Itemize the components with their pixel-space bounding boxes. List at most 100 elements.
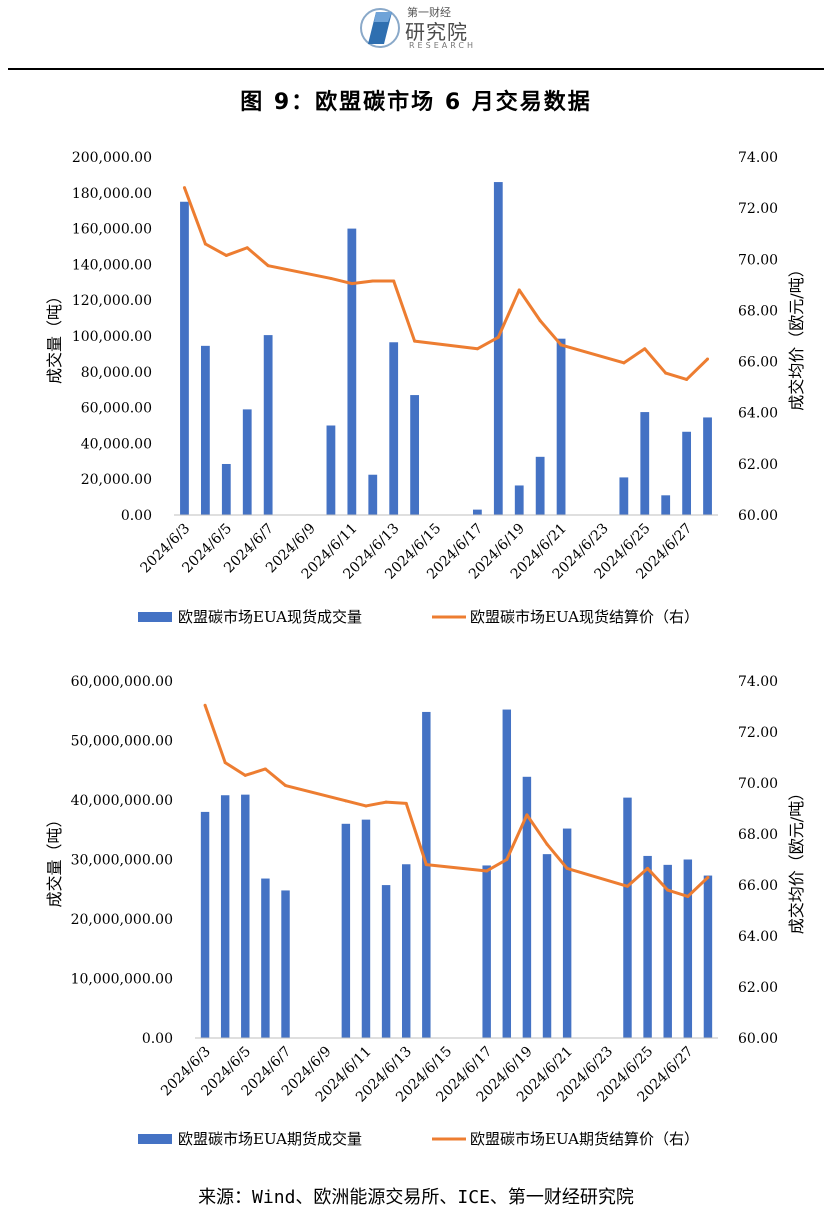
y-left-tick-label: 120,000.00 bbox=[72, 293, 152, 309]
y-right-tick-label: 74.00 bbox=[738, 150, 778, 166]
logo-main-text: 研究院 bbox=[405, 20, 468, 44]
price-point bbox=[245, 246, 249, 250]
y-left-axis-title: 成交量（吨） bbox=[45, 811, 64, 907]
legend-bar-swatch bbox=[138, 612, 172, 622]
bar bbox=[401, 864, 411, 1038]
bar bbox=[661, 495, 671, 515]
price-point bbox=[223, 761, 227, 765]
bar bbox=[623, 797, 632, 1038]
y-right-tick-label: 64.00 bbox=[738, 406, 778, 422]
price-point bbox=[203, 242, 207, 246]
bar bbox=[482, 865, 491, 1038]
y-left-axis-title: 成交量（吨） bbox=[45, 288, 64, 384]
price-point bbox=[224, 253, 228, 257]
price-point bbox=[622, 361, 626, 365]
legend-bar-swatch bbox=[138, 1134, 172, 1144]
bar bbox=[522, 776, 532, 1038]
bar bbox=[180, 201, 189, 515]
bar bbox=[683, 859, 693, 1038]
price-point bbox=[517, 288, 521, 292]
price-point bbox=[413, 339, 417, 343]
price-point bbox=[559, 343, 563, 347]
header-divider bbox=[8, 68, 824, 70]
price-point bbox=[203, 703, 207, 707]
price-point bbox=[646, 866, 650, 870]
price-point bbox=[350, 282, 354, 286]
y-left-tick-label: 30,000,000.00 bbox=[71, 853, 173, 869]
bar bbox=[643, 855, 652, 1038]
y-left-tick-label: 10,000,000.00 bbox=[71, 972, 173, 988]
y-left-tick-label: 200,000.00 bbox=[72, 150, 152, 166]
bar bbox=[368, 474, 378, 515]
y-right-tick-label: 60.00 bbox=[738, 1031, 778, 1047]
y-right-tick-label: 60.00 bbox=[738, 508, 778, 524]
price-point bbox=[424, 863, 428, 867]
price-point bbox=[243, 773, 247, 777]
price-point bbox=[545, 842, 549, 846]
y-right-tick-label: 62.00 bbox=[738, 457, 778, 473]
bar bbox=[242, 409, 252, 515]
y-left-tick-label: 100,000.00 bbox=[72, 329, 152, 345]
bar bbox=[263, 335, 273, 515]
bar bbox=[556, 338, 566, 515]
price-point bbox=[475, 347, 479, 351]
bar bbox=[381, 885, 391, 1038]
legend-bar-label: 欧盟碳市场EUA现货成交量 bbox=[178, 608, 362, 626]
y-right-tick-label: 68.00 bbox=[738, 827, 778, 843]
bar bbox=[422, 711, 431, 1038]
bar bbox=[200, 811, 210, 1038]
price-point bbox=[685, 377, 689, 381]
price-point bbox=[686, 894, 690, 898]
y-right-tick-label: 64.00 bbox=[738, 929, 778, 945]
price-point bbox=[538, 319, 542, 323]
y-right-tick-label: 74.00 bbox=[738, 674, 778, 690]
price-point bbox=[182, 186, 186, 190]
bar bbox=[347, 228, 357, 515]
y-right-tick-label: 68.00 bbox=[738, 303, 778, 319]
y-left-tick-label: 0.00 bbox=[121, 508, 152, 524]
bar bbox=[535, 456, 545, 515]
price-point bbox=[706, 875, 710, 879]
price-point bbox=[344, 799, 348, 803]
bar bbox=[619, 477, 629, 515]
spot-chart: 0.00 20,000.00 40,000.00 60,000.00 80,000.00… bbox=[45, 150, 806, 626]
bar bbox=[663, 864, 672, 1038]
y-left-tick-label: 0.00 bbox=[142, 1031, 173, 1047]
logo-top-text: 第一财经 bbox=[407, 6, 451, 19]
y-left-tick-label: 40,000.00 bbox=[81, 436, 152, 452]
bar bbox=[241, 794, 250, 1038]
price-point bbox=[525, 813, 529, 817]
bar bbox=[341, 823, 351, 1038]
y-right-tick-label: 62.00 bbox=[738, 980, 778, 996]
y-left-tick-label: 40,000,000.00 bbox=[71, 793, 173, 809]
bar bbox=[472, 509, 482, 515]
bar bbox=[703, 417, 712, 515]
y-left-tick-label: 20,000,000.00 bbox=[71, 912, 173, 928]
futures-chart: 0.00 10,000,000.00 20,000,000.00 30,000,000… bbox=[45, 674, 806, 1148]
y-left-tick-label: 160,000.00 bbox=[72, 222, 152, 238]
bar bbox=[221, 463, 231, 515]
price-point bbox=[706, 357, 710, 361]
y-right-tick-label: 70.00 bbox=[738, 252, 778, 268]
price-point bbox=[384, 800, 388, 804]
y-left-tick-label: 50,000,000.00 bbox=[71, 734, 173, 750]
y-right-axis-title: 成交均价（欧元/吨） bbox=[787, 785, 806, 934]
logo-sub-text: RESEARCH bbox=[409, 41, 476, 50]
price-point bbox=[266, 264, 270, 268]
logo-icon bbox=[360, 8, 400, 48]
y-right-tick-label: 70.00 bbox=[738, 776, 778, 792]
figure-title: 图 9：欧盟碳市场 6 月交易数据 bbox=[240, 90, 592, 115]
price-point bbox=[392, 279, 396, 283]
y-right-tick-label: 66.00 bbox=[738, 878, 778, 894]
bar bbox=[703, 875, 713, 1038]
y-right-tick-label: 72.00 bbox=[738, 201, 778, 217]
y-left-tick-label: 80,000.00 bbox=[81, 365, 152, 381]
legend-line-label: 欧盟碳市场EUA现货结算价（右） bbox=[470, 608, 699, 626]
bar bbox=[281, 890, 290, 1038]
y-left-tick-label: 140,000.00 bbox=[72, 257, 152, 273]
price-point bbox=[329, 276, 333, 280]
bar bbox=[410, 395, 420, 515]
price-line bbox=[203, 704, 709, 898]
y-left-tick-label: 180,000.00 bbox=[72, 186, 152, 202]
bar bbox=[326, 425, 336, 515]
